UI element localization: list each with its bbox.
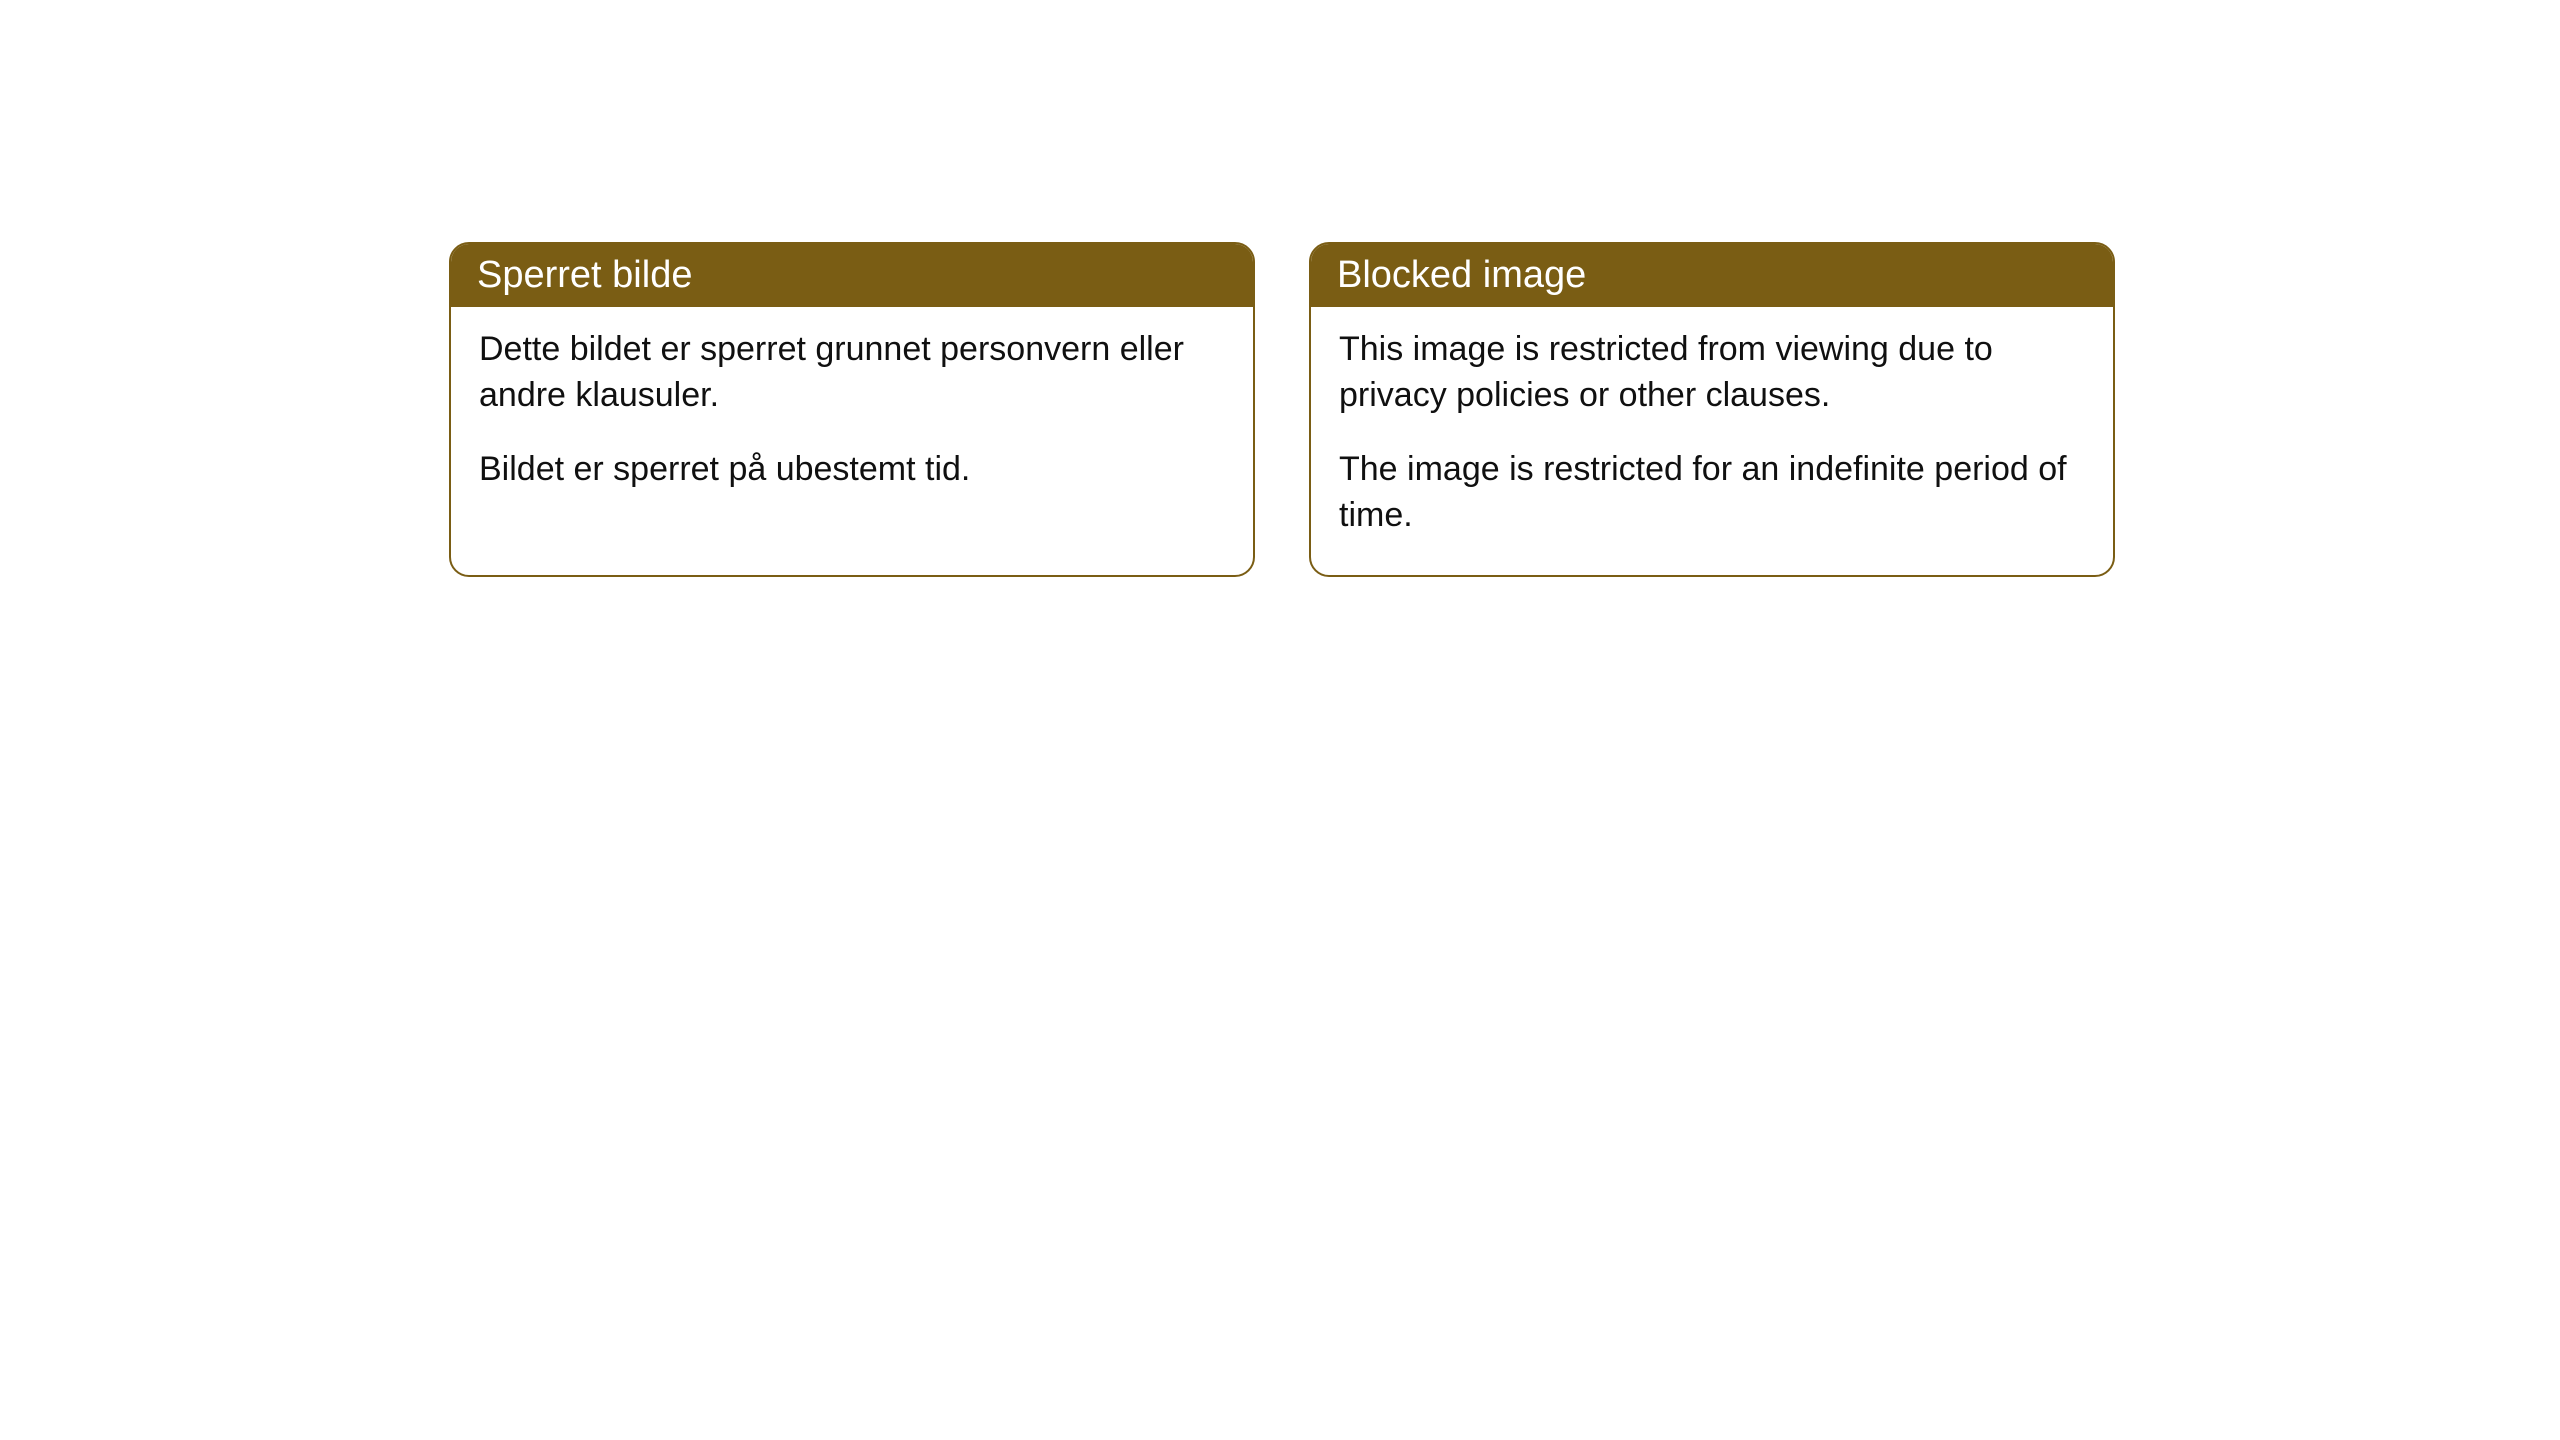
notice-cards-container: Sperret bilde Dette bildet er sperret gr…: [0, 0, 2560, 577]
card-body-en: This image is restricted from viewing du…: [1311, 307, 2113, 575]
card-paragraph-en-1: This image is restricted from viewing du…: [1339, 327, 2085, 419]
blocked-image-card-no: Sperret bilde Dette bildet er sperret gr…: [449, 242, 1255, 577]
card-paragraph-en-2: The image is restricted for an indefinit…: [1339, 447, 2085, 539]
card-title-no: Sperret bilde: [451, 244, 1253, 307]
card-paragraph-no-1: Dette bildet er sperret grunnet personve…: [479, 327, 1225, 419]
card-body-no: Dette bildet er sperret grunnet personve…: [451, 307, 1253, 529]
card-paragraph-no-2: Bildet er sperret på ubestemt tid.: [479, 447, 1225, 493]
card-title-en: Blocked image: [1311, 244, 2113, 307]
blocked-image-card-en: Blocked image This image is restricted f…: [1309, 242, 2115, 577]
